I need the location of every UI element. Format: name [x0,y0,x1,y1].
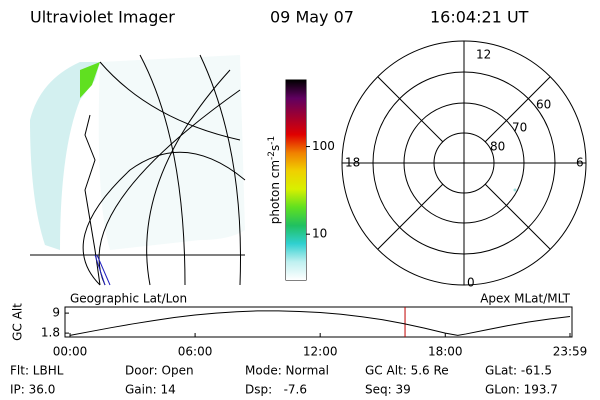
status-field: Mode: Normal [245,364,329,378]
geo-image [30,54,246,286]
status-field: Seq: 39 [365,383,411,397]
panel-title: Geographic Lat/Lon [70,292,187,306]
status-field: GC Alt: 5.6 Re [365,364,449,378]
instrument: Ultraviolet Imager [30,8,175,27]
mlt-label: 18 [345,156,360,170]
status-field: GLon: 193.7 [485,383,558,397]
status-field: Flt: LBHL [10,364,64,378]
date: 09 May 07 [270,8,354,27]
x-tick-label: 18:00 [428,345,463,359]
status-field: IP: 36.0 [10,383,55,397]
colorbar-fill [286,80,306,280]
mlt-label: 12 [476,48,491,62]
mlt-label: 6 [576,156,584,170]
mlt-label: 0 [467,276,475,290]
x-tick-label: 00:00 [53,345,88,359]
unit: photon cm [268,160,282,224]
y-tick-label: 9 [52,306,60,320]
status-field: Dsp: -7.6 [245,383,307,397]
status-field: GLat: -61.5 [485,364,552,378]
panel-title: Apex MLat/MLT [480,292,570,306]
tick-label: 10 [312,227,327,241]
time: 16:04:21 UT [430,8,529,27]
y-axis-label: GC Alt [11,303,25,341]
altitude-curve [69,310,571,336]
polar-plot [341,40,587,286]
status-field: Door: Open [125,364,194,378]
x-tick-label: 12:00 [303,345,338,359]
altitude-frame [64,306,573,338]
x-tick-label: 06:00 [178,345,213,359]
lat-label: 80 [490,140,505,154]
y-tick-label: 1.8 [41,326,60,340]
exp: -1 [267,136,277,145]
status-field: Gain: 14 [125,383,176,397]
exp: -2 [267,151,277,160]
lat-label: 60 [536,98,551,112]
tick-label: 100 [312,139,335,153]
lat-label: 70 [512,121,527,135]
unit: s [268,145,282,151]
colorbar-label: photon cm-2s-1 [267,136,282,225]
x-tick-label: 23:59 [553,345,588,359]
